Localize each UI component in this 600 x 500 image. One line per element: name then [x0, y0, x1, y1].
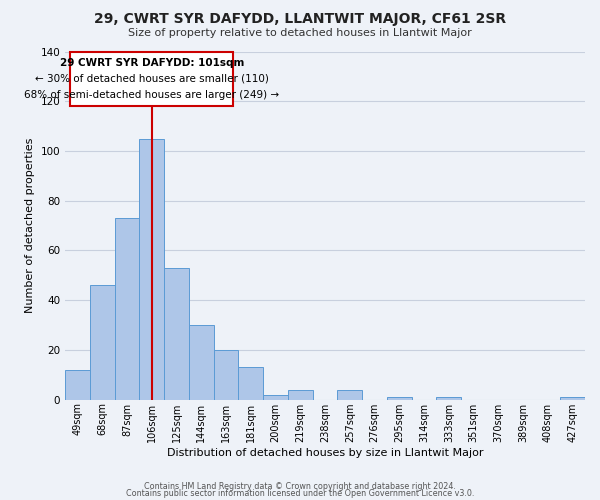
Text: 29 CWRT SYR DAFYDD: 101sqm: 29 CWRT SYR DAFYDD: 101sqm [59, 58, 244, 68]
Text: Size of property relative to detached houses in Llantwit Major: Size of property relative to detached ho… [128, 28, 472, 38]
Bar [139, 138, 164, 400]
Bar [263, 394, 288, 400]
Bar [288, 390, 313, 400]
Y-axis label: Number of detached properties: Number of detached properties [25, 138, 35, 314]
X-axis label: Distribution of detached houses by size in Llantwit Major: Distribution of detached houses by size … [167, 448, 483, 458]
Text: 68% of semi-detached houses are larger (249) →: 68% of semi-detached houses are larger (… [24, 90, 279, 100]
Text: 29, CWRT SYR DAFYDD, LLANTWIT MAJOR, CF61 2SR: 29, CWRT SYR DAFYDD, LLANTWIT MAJOR, CF6… [94, 12, 506, 26]
Bar [560, 397, 585, 400]
Bar [115, 218, 139, 400]
Bar [164, 268, 189, 400]
Text: ← 30% of detached houses are smaller (110): ← 30% of detached houses are smaller (11… [35, 74, 269, 84]
Bar [436, 397, 461, 400]
Bar [387, 397, 412, 400]
Bar [214, 350, 238, 400]
Bar [65, 370, 90, 400]
Text: Contains public sector information licensed under the Open Government Licence v3: Contains public sector information licen… [126, 488, 474, 498]
Text: Contains HM Land Registry data © Crown copyright and database right 2024.: Contains HM Land Registry data © Crown c… [144, 482, 456, 491]
Bar [189, 325, 214, 400]
Bar [337, 390, 362, 400]
FancyBboxPatch shape [70, 52, 233, 106]
Bar [90, 286, 115, 400]
Bar [238, 368, 263, 400]
